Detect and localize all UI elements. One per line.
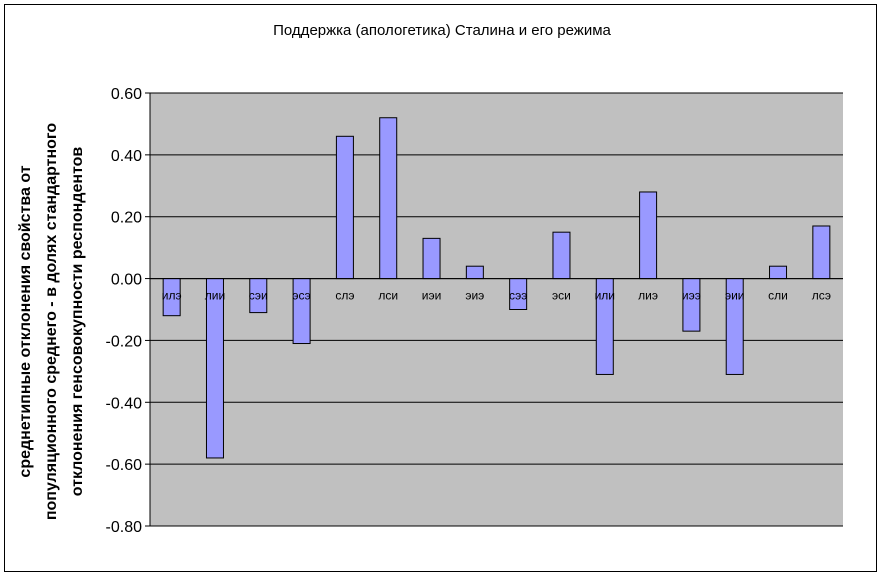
- category-label: эиэ: [465, 289, 484, 303]
- axes: [145, 92, 843, 527]
- category-label: лсэ: [812, 289, 831, 303]
- bar-иээ: [682, 278, 701, 332]
- y-tick-label: 0.40: [111, 148, 142, 165]
- category-label: лии: [205, 289, 225, 303]
- y-tick-label: 0.20: [111, 210, 142, 227]
- bar-иэи: [422, 237, 441, 280]
- category-label: иэи: [422, 289, 442, 303]
- category-label: лиэ: [638, 289, 658, 303]
- category-label: сээ: [509, 289, 527, 303]
- bar-эси: [552, 231, 571, 280]
- y-tick-label: 0.00: [111, 272, 142, 289]
- y-tick-label: 0.60: [111, 86, 142, 103]
- y-tick-label: -0.80: [106, 519, 143, 536]
- bar-слэ: [335, 135, 354, 280]
- category-label: иээ: [682, 289, 701, 303]
- y-axis-title-line: среднетипные отклонения свойства от: [17, 165, 34, 477]
- category-label: сэи: [249, 289, 268, 303]
- category-label: эии: [725, 289, 745, 303]
- y-axis-title-line: отклонения генсовокупности респондентов: [69, 147, 86, 497]
- y-tick-label: -0.40: [106, 395, 143, 412]
- bars: [162, 117, 831, 459]
- y-axis-title: среднетипные отклонения свойства от попул…: [17, 123, 86, 521]
- category-label: эси: [552, 289, 571, 303]
- category-label: слэ: [335, 289, 354, 303]
- category-label: сли: [768, 289, 788, 303]
- y-tick-labels: 0.60 0.40 0.20 0.00 -0.20 -0.40 -0.60 -0.80: [106, 86, 143, 536]
- category-labels: илэ лии сэи эсэ слэ лси иэи эиэ сээ эси или лиэ иээ э…: [162, 289, 831, 303]
- bar-эиэ: [465, 265, 484, 280]
- category-label: лси: [378, 289, 398, 303]
- category-label: или: [595, 289, 615, 303]
- category-label: эсэ: [292, 289, 310, 303]
- bar-лси: [379, 117, 398, 280]
- bar-лиэ: [639, 191, 658, 280]
- y-axis-title-line: популяционного среднего - в долях станда…: [43, 123, 60, 521]
- bar-лии: [205, 278, 224, 459]
- bar-лсэ: [812, 225, 831, 280]
- chart-title: Поддержка (апологетика) Сталина и его ре…: [273, 22, 611, 39]
- category-label: илэ: [162, 289, 182, 303]
- y-tick-label: -0.20: [106, 333, 143, 350]
- bar-сли: [769, 265, 788, 280]
- y-tick-label: -0.60: [106, 457, 143, 474]
